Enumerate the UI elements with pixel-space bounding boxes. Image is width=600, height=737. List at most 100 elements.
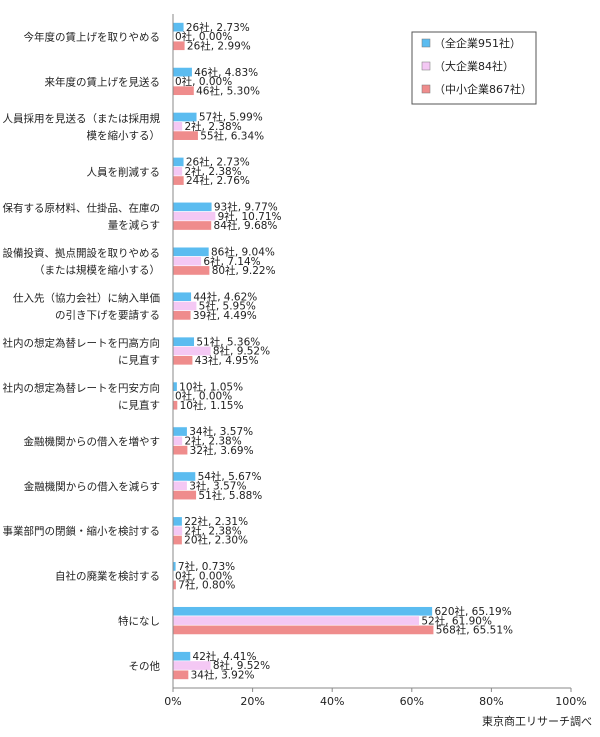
data-label: 7社, 0.80%: [178, 579, 235, 592]
axes: 0% 20% 40% 60% 80% 100%: [164, 14, 587, 708]
data-label: 80社, 9.22%: [212, 264, 276, 277]
category-label-line: 社内の想定為替レートを円安方向: [3, 381, 161, 394]
data-label: 46社, 4.83%: [194, 66, 258, 79]
bar: [172, 166, 183, 177]
data-label: 8社, 9.52%: [213, 345, 270, 358]
legend: （全企業951社） （大企業84社） （中小企業867社）: [411, 31, 537, 105]
bar: [172, 355, 194, 366]
data-labels: 26社, 2.73% 0社, 0.00% 26社, 2.99% 46社, 4.83% 0…: [175, 21, 513, 682]
data-label: 8社, 9.52%: [213, 659, 270, 672]
category-label-line: に見直す: [118, 398, 160, 411]
category-label-line: その他: [129, 660, 161, 673]
bar: [172, 256, 202, 267]
bar: [172, 606, 433, 617]
category-label: 事業部門の閉鎖・縮小を検討する: [3, 525, 161, 538]
category-label-line: 金融機関からの借入を増やす: [24, 435, 161, 448]
category-label-line: 金融機関からの借入を減らす: [24, 480, 160, 493]
data-label: 46社, 5.30%: [196, 84, 260, 97]
category-label: 金融機関からの借入を増やす: [24, 435, 161, 448]
data-label: 52社, 61.90%: [421, 614, 492, 627]
data-label: 26社, 2.73%: [186, 21, 250, 34]
category-label: 社内の想定為替レートを円高方向に見直す: [3, 337, 161, 367]
category-label: 金融機関からの借入を減らす: [24, 480, 160, 493]
bar: [172, 201, 213, 212]
data-label: 24社, 2.76%: [186, 174, 250, 187]
data-label: 10社, 1.05%: [179, 380, 243, 393]
data-label: 44社, 4.62%: [193, 290, 257, 303]
category-label-line: 来年度の賃上げを見送る: [45, 75, 161, 88]
data-label: 51社, 5.36%: [196, 335, 260, 348]
data-label: 3社, 3.57%: [189, 479, 246, 492]
category-labels: 今年度の賃上げを取りやめる来年度の賃上げを見送る人員採用を見送る（または採用規模…: [3, 30, 161, 672]
data-label: 57社, 5.99%: [199, 111, 263, 124]
bar: [172, 220, 212, 231]
bar: [172, 615, 420, 626]
legend-label: （大企業84社）: [434, 59, 514, 73]
category-label: 今年度の賃上げを取りやめる: [24, 30, 161, 43]
category-label: 特になし: [118, 616, 160, 628]
category-label-line: 人員を削減する: [87, 165, 161, 178]
category-label-line: に見直す: [118, 354, 160, 367]
category-label: その他: [129, 660, 161, 673]
data-label: 93社, 9.77%: [214, 201, 278, 214]
x-tick-label: 0%: [164, 695, 181, 708]
data-label: 86社, 9.04%: [211, 245, 275, 258]
bar: [172, 435, 183, 446]
data-label: 2社, 2.38%: [184, 120, 241, 133]
data-label: 54社, 5.67%: [198, 470, 262, 483]
category-label: 来年度の賃上げを見送る: [45, 75, 161, 88]
legend-swatch: [421, 38, 431, 48]
category-label-line: （または規模を縮小する）: [34, 264, 160, 277]
category-label-line: 自社の廃業を検討する: [55, 570, 160, 583]
category-label-line: の引き下げを要請する: [55, 309, 160, 322]
data-label: 6社, 7.14%: [203, 255, 260, 268]
data-label: 7社, 0.73%: [178, 560, 235, 573]
data-label: 0社, 0.00%: [175, 390, 232, 403]
data-label: 22社, 2.31%: [184, 515, 248, 528]
category-label-line: 事業部門の閉鎖・縮小を検討する: [3, 525, 161, 538]
bar: [172, 211, 216, 222]
category-label-line: 保有する原材料、仕掛品、在庫の: [3, 202, 161, 215]
category-label-line: 量を減らす: [108, 219, 160, 232]
category-label-line: 設備投資、拠点開設を取りやめる: [3, 247, 161, 260]
data-label: 568社, 65.51%: [436, 624, 513, 637]
data-label: 43社, 4.95%: [195, 354, 259, 367]
category-label-line: 仕入先（協力会社）に納入単価: [13, 292, 160, 305]
data-label: 42社, 4.41%: [193, 650, 257, 663]
legend-label: （全企業951社）: [434, 36, 521, 50]
data-label: 26社, 2.73%: [186, 156, 250, 169]
bar: [172, 535, 183, 545]
data-label: 51社, 5.88%: [198, 489, 262, 502]
bar: [172, 525, 183, 536]
category-label: 仕入先（協力会社）に納入単価の引き下げを要請する: [13, 292, 160, 322]
category-label: 自社の廃業を検討する: [55, 570, 160, 583]
data-label: 2社, 2.38%: [184, 524, 241, 537]
data-label: 39社, 4.49%: [193, 309, 257, 322]
data-label: 620社, 65.19%: [434, 605, 511, 618]
bar: [172, 157, 185, 167]
data-label: 32社, 3.69%: [190, 444, 254, 457]
data-label: 5社, 5.95%: [199, 300, 256, 313]
bar: [172, 624, 435, 635]
bar: [172, 121, 183, 132]
x-tick-label: 60%: [400, 695, 424, 708]
category-label-line: 模を縮小する）: [87, 129, 161, 142]
category-label-line: 社内の想定為替レートを円高方向: [3, 337, 161, 350]
bar: [172, 516, 183, 527]
data-label: 20社, 2.30%: [184, 534, 248, 547]
legend-swatch: [421, 84, 431, 94]
data-label: 2社, 2.38%: [184, 165, 241, 178]
data-label: 10社, 1.15%: [180, 399, 244, 412]
bar: [172, 669, 189, 680]
bars: [172, 22, 435, 680]
data-label: 2社, 2.38%: [184, 435, 241, 448]
data-label: 84社, 9.68%: [214, 219, 278, 232]
bar: [172, 291, 192, 302]
x-tick-label: 20%: [240, 695, 264, 708]
x-tick-label: 40%: [320, 695, 344, 708]
data-label: 26社, 2.99%: [187, 39, 251, 52]
data-label: 34社, 3.92%: [191, 668, 255, 681]
data-label: 0社, 0.00%: [175, 569, 232, 582]
category-label: 保有する原材料、仕掛品、在庫の量を減らす: [3, 202, 161, 232]
